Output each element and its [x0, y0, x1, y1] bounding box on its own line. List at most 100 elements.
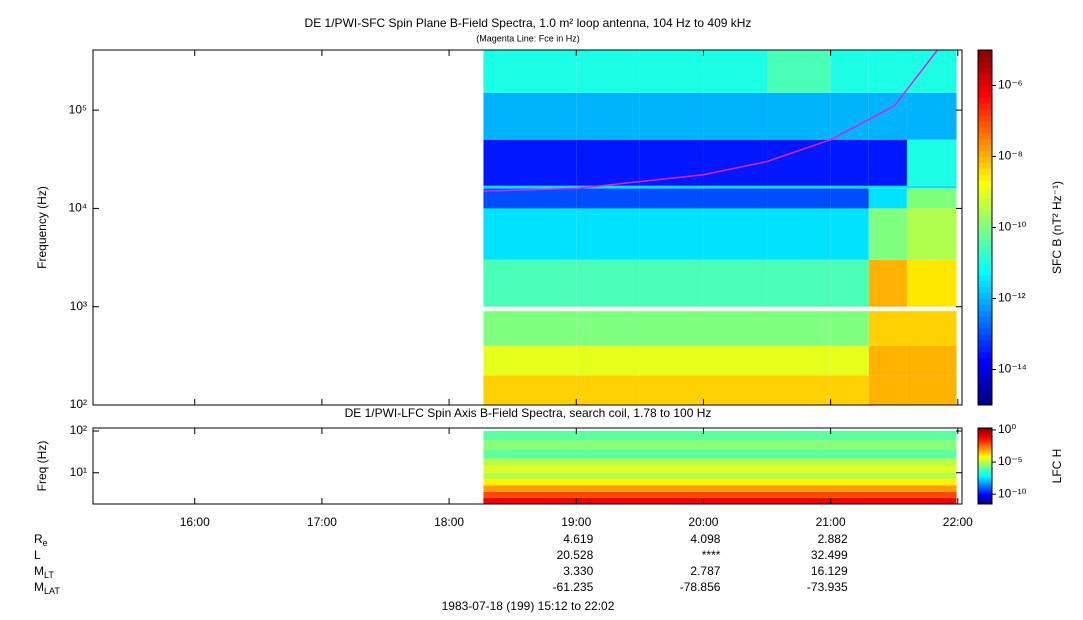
spectrum-cell	[576, 311, 640, 346]
spectrum-cell	[639, 188, 704, 209]
colorbar-step	[978, 280, 992, 288]
spectrum-cell	[483, 440, 957, 451]
colorbar-step	[978, 369, 992, 376]
spectrum-cell	[868, 311, 907, 346]
colorbar-step	[978, 73, 992, 81]
ephemeris-label: Re	[34, 532, 48, 548]
colorbar-step	[978, 447, 992, 449]
spectrum-cell	[576, 345, 640, 376]
colorbar-step	[978, 433, 992, 435]
colorbar-step	[978, 428, 992, 430]
colorbar-step	[978, 115, 992, 122]
colorbar-step	[978, 495, 992, 497]
colorbar-step	[978, 387, 992, 394]
colorbar-step	[978, 304, 992, 311]
colorbar-step	[978, 436, 992, 439]
colorbar-step	[978, 450, 992, 453]
spectrum-cell	[906, 188, 957, 209]
spectrum-cell	[703, 375, 768, 405]
colorbar-step	[978, 132, 992, 140]
colorbar-step	[978, 444, 992, 447]
ephemeris-label-sub: e	[43, 538, 48, 548]
ephemeris-value: 2.787	[690, 564, 720, 578]
spectrum-cell	[483, 450, 957, 459]
colorbar-step	[978, 472, 992, 475]
colorbar-step	[978, 493, 992, 496]
spectrum-cell	[767, 345, 831, 376]
ephemeris-value: -78.856	[680, 580, 721, 594]
colorbar-step	[978, 460, 992, 463]
colorbar-step	[978, 474, 992, 477]
colorbar-step	[978, 150, 992, 157]
ephemeris-label-sub: LT	[44, 570, 54, 580]
spectrum-cell	[830, 375, 869, 405]
colorbar-step	[978, 466, 992, 468]
colorbar-step	[978, 221, 992, 228]
spectrum-cell	[767, 375, 831, 405]
x-tick-label: 17:00	[307, 515, 337, 529]
colorbar-step	[978, 429, 992, 432]
y-axis-label: Frequency (Hz)	[35, 186, 49, 269]
spectrum-cell	[703, 259, 768, 307]
spectrum-cell	[868, 185, 907, 189]
colorbar-step	[978, 292, 992, 299]
spectrum-cell	[576, 185, 640, 189]
colorbar-step	[978, 453, 992, 456]
plot-frame	[92, 427, 963, 505]
spectrum-cell	[483, 311, 577, 346]
colorbar-step	[978, 345, 992, 353]
x-tick-label: 19:00	[561, 515, 591, 529]
spectrum-cell	[703, 188, 768, 209]
colorbar-step	[978, 268, 992, 276]
ephemeris-label-main: R	[34, 532, 43, 546]
spectrum-cell	[906, 375, 957, 405]
footer: 1983-07-18 (199) 15:12 to 22:02	[442, 599, 615, 613]
colorbar-step	[978, 490, 992, 492]
colorbar-step	[978, 180, 992, 187]
ephemeris-value: ****	[702, 548, 721, 562]
spectrum-cell	[767, 139, 831, 186]
spectrum-cell	[483, 491, 957, 498]
colorbar-step	[978, 50, 992, 57]
ephemeris-value: 4.619	[563, 532, 593, 546]
spectrum-cell	[576, 259, 640, 307]
spectrum-cell	[483, 259, 577, 307]
spectrum-cell	[868, 375, 907, 405]
colorbar-step	[978, 192, 992, 199]
colorbar-step	[978, 334, 992, 341]
colorbar-step	[978, 431, 992, 434]
spectrum-cell	[703, 185, 768, 189]
colorbar-step	[978, 322, 992, 329]
colorbar-step	[978, 488, 992, 491]
colorbar-step	[978, 476, 992, 478]
colorbar-step	[978, 109, 992, 116]
y-axis-label: Freq (Hz)	[35, 441, 49, 492]
colorbar-step	[978, 61, 992, 69]
colorbar-step	[978, 487, 992, 490]
spectrum-cell	[767, 188, 831, 209]
spectrum-cell	[483, 345, 577, 376]
colorbar-step	[978, 227, 992, 234]
x-tick-label: 21:00	[816, 515, 846, 529]
spectrum-cell	[767, 259, 831, 307]
spectrum-cell	[703, 92, 768, 140]
colorbar-tick-label: 10⁻¹⁰	[998, 220, 1027, 234]
spectrum-cell	[576, 375, 640, 405]
colorbar-step	[978, 435, 992, 438]
ephemeris-value: 16.129	[811, 564, 848, 578]
colorbar-step	[978, 458, 992, 461]
colorbar-step	[978, 445, 992, 448]
colorbar-tick-label: 10⁻¹²	[998, 291, 1026, 305]
colorbar-tick-label: 10⁻⁶	[998, 78, 1023, 92]
fce-line	[483, 49, 939, 192]
colorbar-step	[978, 463, 992, 466]
colorbar-step	[978, 121, 992, 128]
spectrum-cell	[483, 188, 577, 209]
colorbar-step	[978, 481, 992, 483]
colorbar-step	[978, 485, 992, 487]
colorbar-step	[978, 457, 992, 459]
spectrum-cell	[703, 139, 768, 186]
spectrum-cell	[576, 92, 640, 140]
colorbar-step	[978, 156, 992, 163]
colorbar-step	[978, 500, 992, 502]
